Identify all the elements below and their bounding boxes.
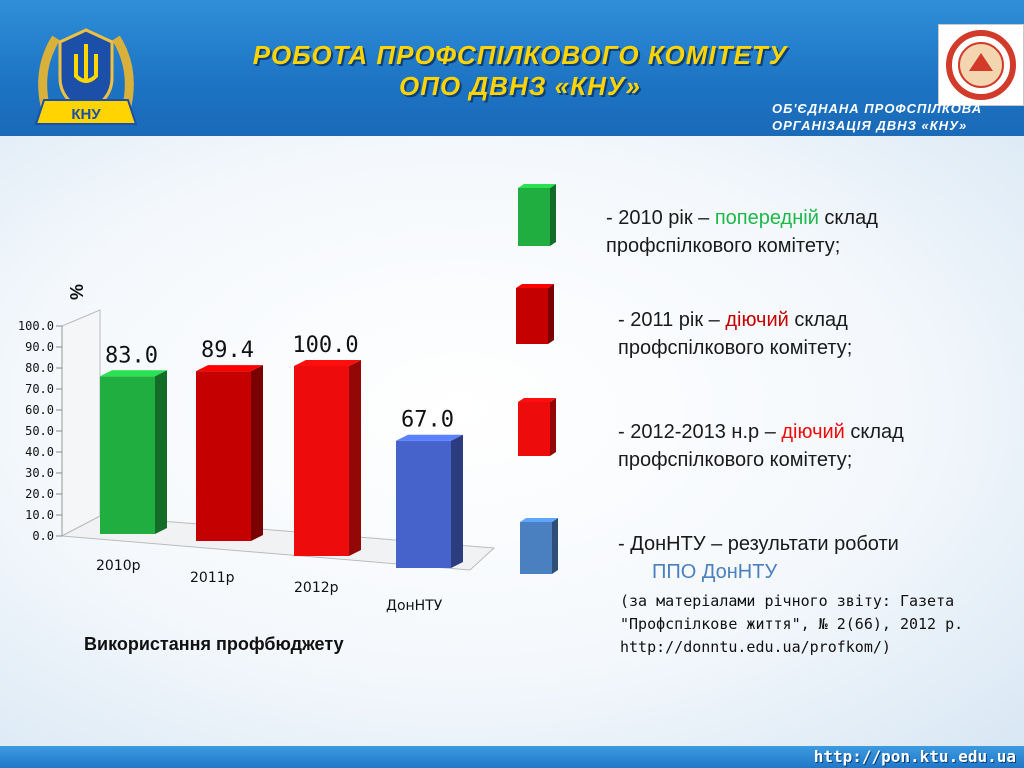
y-tick-label: 100.0 bbox=[18, 319, 54, 333]
organization-name: ОБ'ЄДНАНА ПРОФСПІЛКОВА ОРГАНІЗАЦІЯ ДВНЗ … bbox=[772, 100, 1012, 134]
legend-item: - 2010 рік – попередній склад профспілков… bbox=[606, 204, 878, 260]
university-emblem-icon: КНУ bbox=[34, 28, 138, 125]
legend-item: - 2012-2013 н.р – діючий склад профспілко… bbox=[618, 418, 904, 474]
legend-highlight: діючий bbox=[781, 421, 845, 443]
legend-text-after: склад bbox=[788, 309, 848, 331]
legend-dash: - bbox=[618, 421, 631, 443]
bar-front bbox=[196, 371, 251, 541]
y-tick-label: 20.0 bbox=[25, 487, 54, 501]
footer-url: http://pon.ktu.edu.ua bbox=[813, 747, 1016, 766]
org-line-2: ОРГАНІЗАЦІЯ ДВНЗ «КНУ» bbox=[772, 118, 968, 133]
legend-swatch bbox=[518, 184, 556, 246]
bar bbox=[196, 365, 263, 541]
legend-item-line-2: профспілкового комітету; bbox=[606, 235, 841, 257]
legend-text-before: 2010 рік – bbox=[618, 207, 715, 229]
bar-front bbox=[100, 376, 155, 534]
bar-side bbox=[155, 370, 167, 534]
emblem-text: КНУ bbox=[71, 106, 101, 123]
bar-top bbox=[294, 360, 361, 366]
bar-value-label: 89.4 bbox=[201, 338, 254, 363]
y-tick-label: 10.0 bbox=[25, 508, 54, 522]
x-category-label: 2011р bbox=[190, 570, 235, 586]
y-tick-label: 60.0 bbox=[25, 403, 54, 417]
y-tick-label: 40.0 bbox=[25, 445, 54, 459]
legend-item-line-1: - 2012-2013 н.р – діючий склад bbox=[618, 418, 904, 446]
header-bar: КНУ РОБОТА ПРОФСПІЛКОВОГО КОМІТЕТУ ОПО Д… bbox=[0, 0, 1024, 136]
legend-text-before: ДонНТУ – результати роботи bbox=[630, 533, 899, 555]
page-title: РОБОТА ПРОФСПІЛКОВОГО КОМІТЕТУ ОПО ДВНЗ … bbox=[160, 40, 880, 102]
x-category-label: 2012р bbox=[294, 580, 339, 596]
bar-front bbox=[396, 440, 451, 568]
y-tick-label: 50.0 bbox=[25, 424, 54, 438]
y-tick-label: 30.0 bbox=[25, 466, 54, 480]
bar-top bbox=[100, 370, 167, 377]
legend-text-after: склад bbox=[844, 421, 904, 443]
source-note: (за матеріалами річного звіту: Газета "П… bbox=[620, 590, 1020, 659]
content-area bbox=[0, 136, 1024, 746]
legend-dash: - bbox=[618, 533, 631, 555]
chart-back-wall bbox=[61, 309, 101, 537]
y-tick-label: 0.0 bbox=[32, 529, 54, 543]
y-tick-label: 70.0 bbox=[25, 382, 54, 396]
title-line-1: РОБОТА ПРОФСПІЛКОВОГО КОМІТЕТУ bbox=[252, 40, 788, 70]
legend-item-line-1: - 2011 рік – діючий склад bbox=[618, 306, 852, 334]
bar-front bbox=[294, 366, 349, 556]
source-line-2: "Профспілкове життя", № 2(66), 2012 р. bbox=[620, 615, 964, 633]
x-category-label: ДонНТУ bbox=[386, 598, 443, 614]
bar bbox=[294, 360, 361, 556]
trade-union-logo-icon bbox=[938, 24, 1024, 106]
legend-item-line-2: ППО ДонНТУ bbox=[652, 561, 778, 583]
legend-item-line-2: профспілкового комітету; bbox=[618, 449, 853, 471]
legend-dash: - bbox=[606, 207, 619, 229]
org-line-1: ОБ'ЄДНАНА ПРОФСПІЛКОВА bbox=[772, 101, 983, 116]
bar-top bbox=[196, 365, 263, 372]
bar-top bbox=[396, 434, 463, 441]
y-tick-label: 90.0 bbox=[25, 340, 54, 354]
legend-text-before: 2011 рік – bbox=[630, 309, 726, 331]
bar-value-label: 100.0 bbox=[292, 333, 358, 358]
footer-bar: http://pon.ktu.edu.ua bbox=[0, 746, 1024, 768]
bar-value-label: 67.0 bbox=[401, 408, 454, 433]
chart-floor bbox=[60, 515, 496, 571]
chart-caption: Використання профбюджету bbox=[84, 634, 344, 654]
legend-item-line-1: - 2010 рік – попередній склад bbox=[606, 204, 878, 232]
bar-side bbox=[251, 365, 263, 541]
legend-item: - ДонНТУ – результати роботи ППО ДонНТУ bbox=[618, 530, 899, 586]
source-line-1: (за матеріалами річного звіту: Газета bbox=[620, 592, 955, 610]
title-line-2: ОПО ДВНЗ «КНУ» bbox=[399, 71, 641, 101]
legend-text-after: склад bbox=[818, 207, 878, 229]
legend-item: - 2011 рік – діючий склад профспілкового … bbox=[618, 306, 852, 362]
legend-highlight: попередній bbox=[714, 207, 819, 229]
legend-swatch bbox=[520, 518, 558, 574]
legend-swatch bbox=[516, 284, 554, 344]
legend-dash: - bbox=[618, 309, 631, 331]
legend-item-line-1: - ДонНТУ – результати роботи bbox=[618, 530, 899, 558]
bar bbox=[396, 434, 463, 568]
y-axis-label: % bbox=[66, 284, 86, 300]
legend-highlight: діючий bbox=[725, 309, 789, 331]
legend-item-line-2: профспілкового комітету; bbox=[618, 337, 853, 359]
source-line-3: http://donntu.edu.ua/profkom/) bbox=[620, 638, 891, 656]
bar-value-label: 83.0 bbox=[105, 343, 158, 368]
bar bbox=[100, 370, 167, 534]
y-tick-label: 80.0 bbox=[25, 361, 54, 375]
legend-text-before: 2012-2013 н.р – bbox=[630, 421, 782, 443]
bar-side bbox=[451, 434, 463, 568]
legend-swatch bbox=[518, 398, 556, 456]
bar-side bbox=[349, 360, 361, 556]
x-category-label: 2010р bbox=[96, 558, 141, 574]
